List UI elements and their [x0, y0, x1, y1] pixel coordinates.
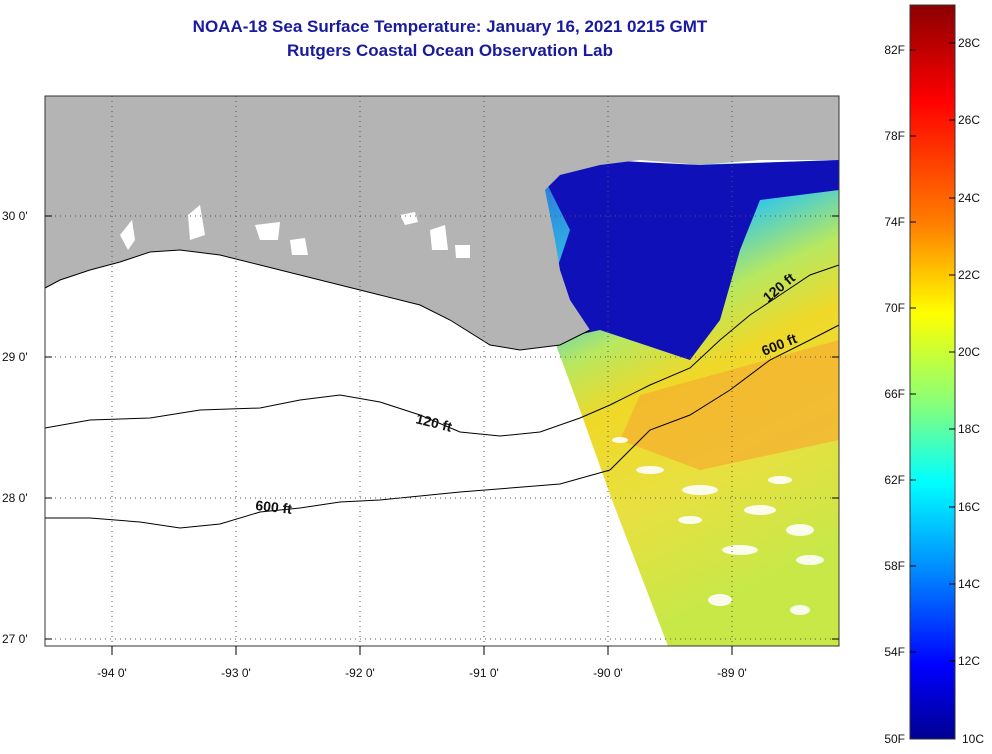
- map-frame: [44, 95, 840, 647]
- lon-label-90: -90 0': [593, 666, 623, 680]
- warm-water-region: [620, 340, 839, 470]
- contour-600ft-east: [609, 324, 839, 471]
- colorbar-ticks: [910, 42, 955, 662]
- coastline: [45, 249, 591, 351]
- cb-c-10: 10C: [962, 732, 984, 746]
- cb-f-82: 82F: [884, 43, 905, 57]
- contour-120ft-east: [609, 264, 839, 406]
- cb-f-70: 70F: [884, 301, 905, 315]
- cb-c-24: 24C: [958, 191, 980, 205]
- cb-c-16: 16C: [958, 500, 980, 514]
- graticule: [45, 96, 839, 646]
- cb-c-28: 28C: [958, 36, 980, 50]
- axis-ticks: [45, 215, 839, 655]
- cb-f-54: 54F: [884, 645, 905, 659]
- lon-label-94: -94 0': [97, 666, 127, 680]
- map-title: NOAA-18 Sea Surface Temperature: January…: [192, 17, 708, 36]
- cb-c-26: 26C: [958, 113, 980, 127]
- land-mass: [45, 96, 839, 350]
- lat-label-29: 29 0': [2, 350, 28, 364]
- lon-label-92: -92 0': [345, 666, 375, 680]
- cb-c-20: 20C: [958, 345, 980, 359]
- lat-label-28: 28 0': [2, 491, 28, 505]
- cb-c-12: 12C: [958, 654, 980, 668]
- lon-label-93: -93 0': [221, 666, 251, 680]
- cb-f-74: 74F: [884, 215, 905, 229]
- cb-c-18: 18C: [958, 422, 980, 436]
- contour-120ft-west: [45, 394, 611, 437]
- cb-c-14: 14C: [958, 577, 980, 591]
- cb-f-66: 66F: [884, 387, 905, 401]
- inland-water: [120, 205, 470, 258]
- lat-label-27: 27 0': [2, 632, 28, 646]
- lon-label-91: -91 0': [469, 666, 499, 680]
- lat-label-30: 30 0': [2, 209, 28, 223]
- cb-f-78: 78F: [884, 129, 905, 143]
- cb-f-62: 62F: [884, 473, 905, 487]
- lon-label-89: -89 0': [717, 666, 747, 680]
- cloud-patches: [612, 437, 824, 615]
- cb-c-22: 22C: [958, 268, 980, 282]
- contour-label-600ft-west: 600 ft: [255, 497, 293, 517]
- colorbar: [909, 4, 956, 740]
- cb-f-50: 50F: [884, 732, 905, 746]
- contour-600ft-west: [45, 469, 611, 529]
- cb-f-58: 58F: [884, 559, 905, 573]
- map-subtitle: Rutgers Coastal Ocean Observation Lab: [287, 41, 613, 60]
- cold-nearshore-region: [545, 160, 839, 360]
